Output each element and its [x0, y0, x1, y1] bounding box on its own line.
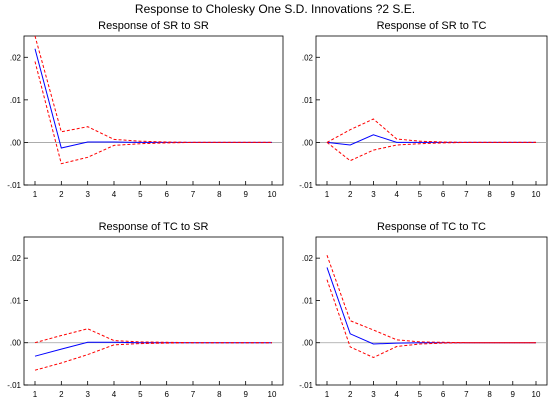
x-tick-label: 5: [138, 190, 143, 199]
x-tick-label: 10: [532, 190, 541, 199]
y-tick-label: .00: [302, 138, 314, 147]
response-line: [326, 267, 536, 345]
x-tick-label: 9: [243, 390, 248, 399]
upper-band-line: [34, 328, 272, 344]
x-tick-label: 9: [511, 190, 516, 199]
y-tick-label: .02: [10, 254, 22, 263]
x-tick-label: 9: [511, 390, 516, 399]
x-tick-label: 9: [243, 190, 248, 199]
y-tick-label: .01: [302, 296, 314, 305]
lower-band-line: [326, 279, 536, 359]
x-tick-label: 4: [394, 390, 399, 399]
x-tick-label: 4: [394, 190, 399, 199]
panel-title: Response of SR to TC: [377, 20, 487, 32]
plot-frame: [23, 236, 284, 386]
x-tick-label: 2: [348, 190, 353, 199]
y-tick-label: .01: [10, 296, 22, 305]
y-tick-label: .02: [302, 254, 314, 263]
x-tick-label: 2: [348, 390, 353, 399]
x-tick-label: 6: [441, 390, 446, 399]
y-tick-label: .02: [10, 53, 22, 62]
plot-frame: [315, 236, 548, 386]
x-tick-label: 4: [112, 190, 117, 199]
panel-3: Response of TC to SR .02 .01 .00 -.01 1 2 3 4 5 6 7…: [7, 221, 284, 399]
panel-4: Response of TC to TC .02 .01 .00 -.01 1 2 3 4 5 6 7…: [299, 221, 548, 399]
x-tick-label: 10: [532, 390, 541, 399]
upper-band-line: [326, 255, 536, 344]
x-tick-label: 8: [487, 390, 492, 399]
x-tick-label: 8: [487, 190, 492, 199]
x-tick-label: 3: [371, 390, 376, 399]
x-tick-label: 8: [217, 390, 222, 399]
panel-1: Response of SR to SR .02 .01 .00 -.01 1 2 3 4 5 6 7…: [7, 20, 284, 199]
x-tick-label: 1: [325, 190, 330, 199]
y-tick-label: .00: [10, 339, 22, 348]
y-tick-label: .01: [10, 96, 22, 105]
x-tick-label: 6: [441, 190, 446, 199]
x-tick-label: 7: [464, 190, 469, 199]
x-tick-label: 1: [325, 390, 330, 399]
x-tick-label: 5: [418, 390, 423, 399]
lower-band-line: [34, 342, 272, 371]
x-tick-label: 6: [164, 390, 169, 399]
x-tick-label: 10: [268, 390, 277, 399]
lower-band-line: [326, 141, 536, 162]
y-tick-label: .01: [302, 96, 314, 105]
x-tick-label: 1: [33, 190, 38, 199]
x-tick-label: 5: [418, 190, 423, 199]
y-tick-label: -.01: [7, 381, 21, 390]
panel-title: Response of TC to SR: [99, 221, 209, 233]
x-tick-label: 7: [191, 190, 196, 199]
x-tick-label: 6: [164, 190, 169, 199]
y-tick-label: .00: [302, 339, 314, 348]
panel-title: Response of SR to SR: [98, 20, 209, 32]
upper-band-line: [34, 35, 272, 143]
x-tick-label: 7: [464, 390, 469, 399]
x-tick-label: 3: [85, 190, 90, 199]
response-line: [34, 48, 272, 149]
upper-band-line: [326, 118, 536, 143]
panel-title: Response of TC to TC: [377, 221, 486, 233]
y-tick-label: -.01: [299, 181, 313, 190]
x-tick-label: 3: [85, 390, 90, 399]
x-tick-label: 2: [59, 390, 64, 399]
y-tick-label: .02: [302, 53, 314, 62]
panel-2: Response of SR to TC .02 .01 .00 -.01 1 2 3 4 5 6 7…: [299, 20, 548, 199]
x-tick-label: 3: [371, 190, 376, 199]
x-tick-label: 1: [33, 390, 38, 399]
page-title: Response to Cholesky One S.D. Innovation…: [134, 2, 416, 16]
y-tick-label: -.01: [7, 181, 21, 190]
plot-frame: [23, 35, 284, 186]
plot-frame: [315, 35, 548, 186]
x-tick-label: 5: [138, 390, 143, 399]
x-tick-label: 8: [217, 190, 222, 199]
response-line: [326, 134, 536, 146]
x-tick-label: 7: [191, 390, 196, 399]
x-tick-label: 10: [268, 190, 277, 199]
y-tick-label: -.01: [299, 381, 313, 390]
x-tick-label: 4: [112, 390, 117, 399]
y-tick-label: .00: [10, 138, 22, 147]
response-line: [34, 341, 272, 357]
lower-band-line: [34, 61, 272, 165]
x-tick-label: 2: [59, 190, 64, 199]
